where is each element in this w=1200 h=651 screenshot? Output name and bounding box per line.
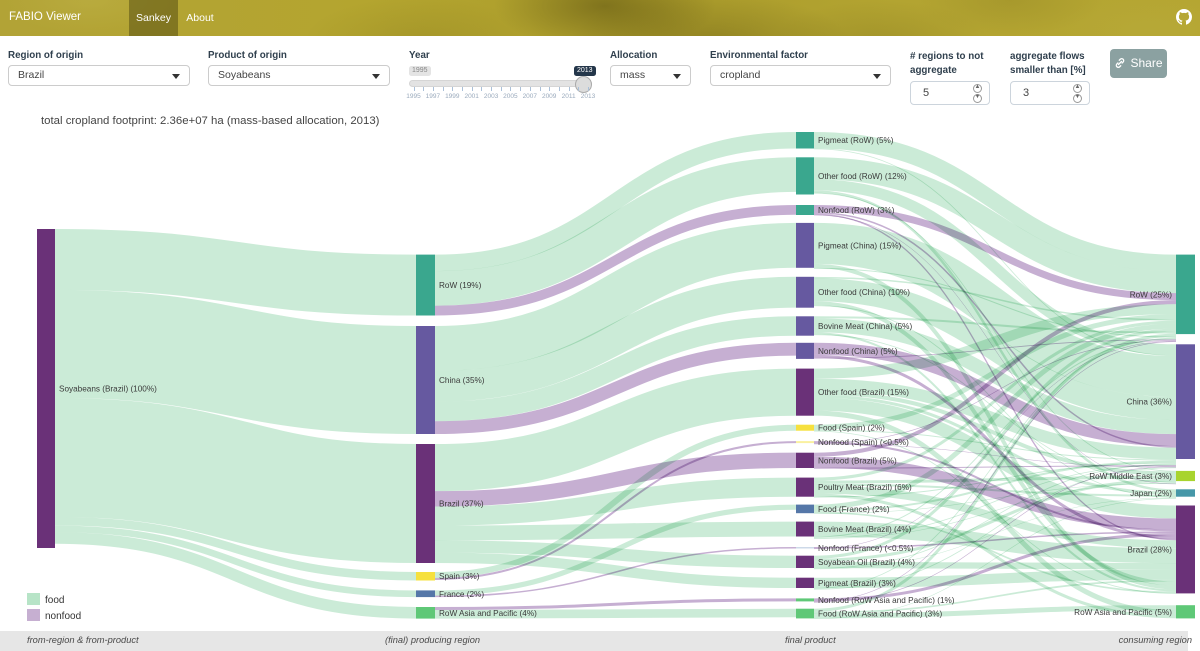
svg-text:France (2%): France (2%) — [439, 590, 484, 599]
svg-text:RoW Middle East (3%): RoW Middle East (3%) — [1089, 472, 1172, 481]
svg-text:China (35%): China (35%) — [439, 376, 485, 385]
svg-text:RoW (25%): RoW (25%) — [1130, 290, 1173, 299]
svg-text:Other food (China) (10%): Other food (China) (10%) — [818, 288, 910, 297]
svg-text:Spain (3%): Spain (3%) — [439, 572, 480, 581]
svg-text:China (36%): China (36%) — [1126, 398, 1172, 407]
svg-text:Brazil (37%): Brazil (37%) — [439, 500, 484, 509]
svg-text:RoW Asia and Pacific (4%): RoW Asia and Pacific (4%) — [439, 609, 537, 618]
svg-text:Bovine Meat (Brazil) (4%): Bovine Meat (Brazil) (4%) — [818, 525, 912, 534]
svg-text:Other food (Brazil) (15%): Other food (Brazil) (15%) — [818, 388, 909, 397]
svg-text:Food (RoW Asia and Pacific) (3: Food (RoW Asia and Pacific) (3%) — [818, 610, 942, 619]
svg-text:Poultry Meat (Brazil) (6%): Poultry Meat (Brazil) (6%) — [818, 483, 912, 492]
svg-text:Pigmeat (RoW) (5%): Pigmeat (RoW) (5%) — [818, 136, 894, 145]
svg-text:Nonfood (Spain) (<0.5%): Nonfood (Spain) (<0.5%) — [818, 438, 909, 447]
svg-text:Japan (2%): Japan (2%) — [1130, 489, 1172, 498]
svg-text:Soyabeans (Brazil) (100%): Soyabeans (Brazil) (100%) — [59, 385, 157, 394]
svg-text:Nonfood (France) (<0.5%): Nonfood (France) (<0.5%) — [818, 544, 914, 553]
svg-text:Pigmeat (Brazil) (3%): Pigmeat (Brazil) (3%) — [818, 579, 896, 588]
svg-text:RoW Asia and Pacific (5%): RoW Asia and Pacific (5%) — [1074, 608, 1172, 617]
svg-text:Pigmeat (China) (15%): Pigmeat (China) (15%) — [818, 241, 902, 250]
svg-text:Soyabean Oil (Brazil) (4%): Soyabean Oil (Brazil) (4%) — [818, 558, 915, 567]
svg-text:Brazil (28%): Brazil (28%) — [1127, 546, 1172, 555]
svg-text:Other food (RoW) (12%): Other food (RoW) (12%) — [818, 172, 907, 181]
svg-text:Nonfood (RoW Asia and Pacific): Nonfood (RoW Asia and Pacific) (1%) — [818, 596, 955, 605]
svg-text:Nonfood (RoW) (3%): Nonfood (RoW) (3%) — [818, 206, 895, 215]
svg-text:RoW (19%): RoW (19%) — [439, 281, 482, 290]
svg-text:Bovine Meat (China) (5%): Bovine Meat (China) (5%) — [818, 322, 912, 331]
svg-text:Nonfood (China) (5%): Nonfood (China) (5%) — [818, 347, 898, 356]
svg-text:Food (Spain) (2%): Food (Spain) (2%) — [818, 424, 885, 433]
svg-text:Nonfood (Brazil) (5%): Nonfood (Brazil) (5%) — [818, 456, 897, 465]
svg-text:Food (France) (2%): Food (France) (2%) — [818, 505, 890, 514]
